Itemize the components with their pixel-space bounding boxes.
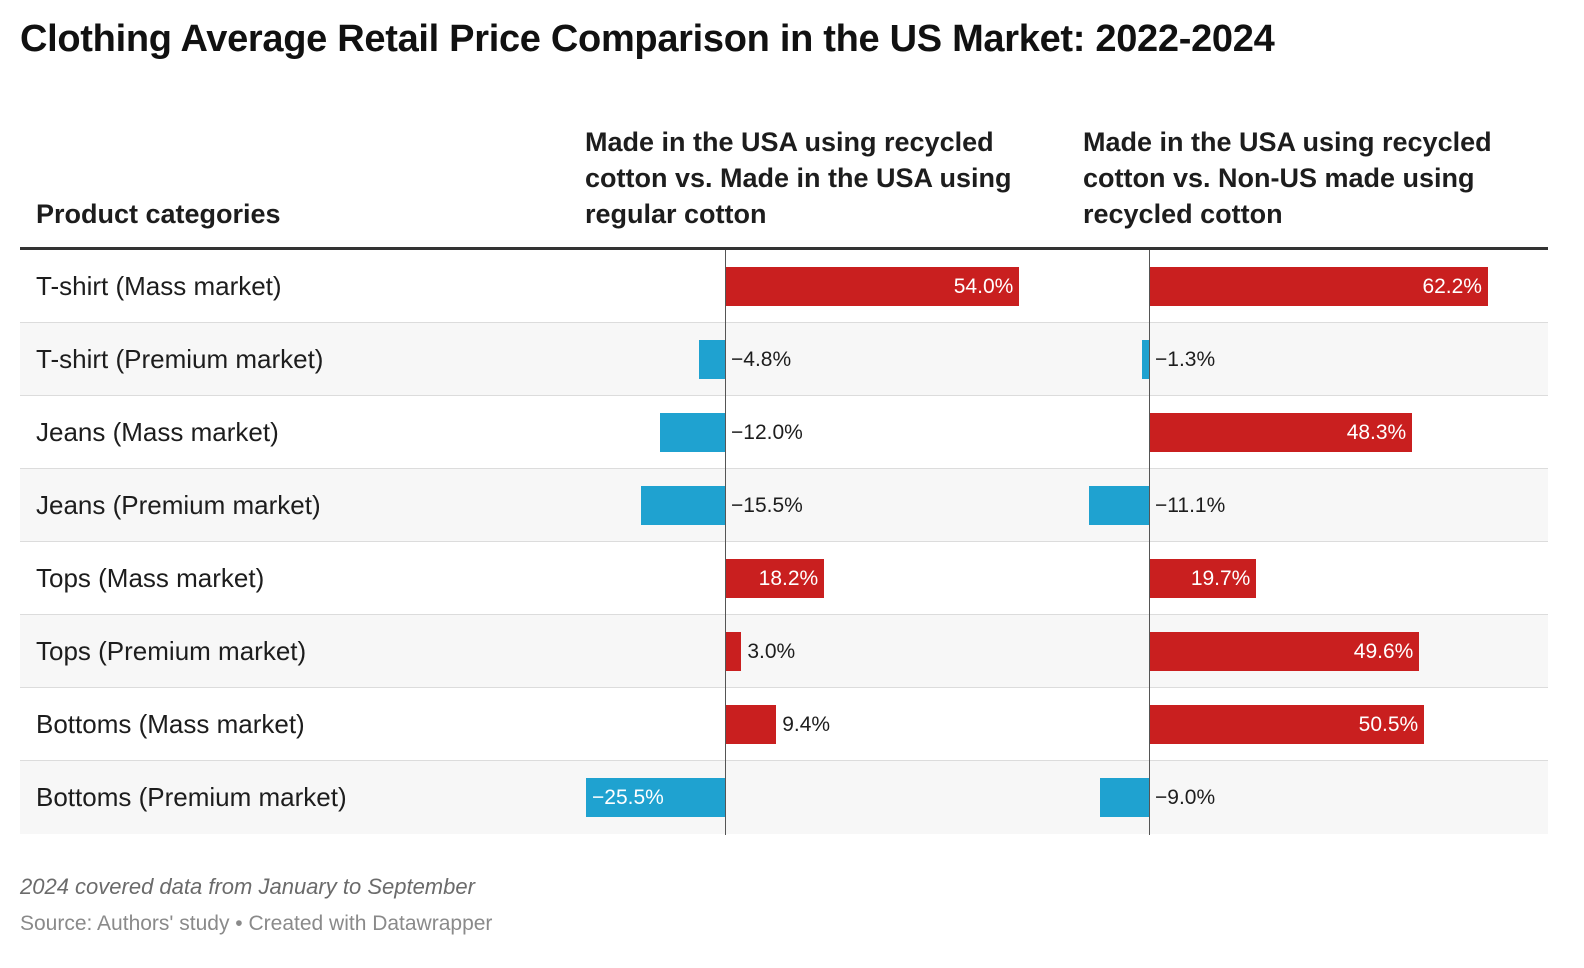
value-label-series-2: −9.0% — [1155, 786, 1216, 809]
bar-series-1 — [725, 267, 1020, 306]
value-label-series-2: 62.2% — [1422, 275, 1482, 298]
value-label-series-2: 19.7% — [1190, 567, 1251, 590]
table-row: T-shirt (Mass market) 54.0% 62.2% — [20, 250, 1548, 323]
bar-series-2 — [1149, 559, 1257, 598]
category-label: Bottoms (Premium market) — [36, 782, 347, 812]
category-label: Jeans (Premium market) — [36, 490, 321, 520]
value-label-series-2: 49.6% — [1353, 640, 1414, 663]
value-label-series-1: −15.5% — [731, 494, 803, 517]
value-label-series-2: 48.3% — [1346, 421, 1407, 444]
bar-series-2 — [1099, 778, 1149, 817]
header-series-1: Made in the USA using recycled cotton vs… — [585, 127, 1012, 229]
table-row: Tops (Mass market) 18.2% 19.7% — [20, 542, 1548, 615]
category-label: T-shirt (Premium market) — [36, 344, 324, 374]
table-row: Bottoms (Premium market) −25.5% −9.0% — [20, 761, 1548, 834]
footnote: 2024 covered data from January to Septem… — [20, 874, 475, 899]
zero-axis-series-2 — [1149, 250, 1150, 835]
bar-series-1 — [640, 486, 725, 525]
value-label-series-2: 50.5% — [1358, 713, 1419, 736]
category-label: Tops (Mass market) — [36, 563, 265, 593]
category-label: Tops (Premium market) — [36, 636, 307, 666]
category-label: Bottoms (Mass market) — [36, 709, 305, 739]
bar-series-1 — [725, 705, 777, 744]
value-label-series-2: −1.3% — [1155, 348, 1216, 371]
category-label: Jeans (Mass market) — [36, 417, 279, 447]
table-row: Jeans (Premium market) −15.5% −11.1% — [20, 469, 1548, 542]
category-label: T-shirt (Mass market) — [36, 271, 282, 301]
value-label-series-1: 18.2% — [758, 567, 819, 590]
bar-series-1 — [725, 559, 825, 598]
value-label-series-1: 54.0% — [953, 275, 1014, 298]
data-table: T-shirt (Mass market) 54.0% 62.2% T-shirt (… — [20, 250, 1548, 834]
bar-series-2 — [1149, 267, 1488, 306]
bar-series-1 — [725, 632, 742, 671]
bar-series-2 — [1088, 486, 1149, 525]
bar-series-2 — [1141, 340, 1149, 379]
bar-series-1 — [698, 340, 725, 379]
source-line: Source: Authors' study • Created with Da… — [20, 912, 493, 935]
chart-title: Clothing Average Retail Price Comparison… — [20, 18, 1275, 60]
value-label-series-1: 3.0% — [747, 640, 796, 663]
value-label-series-1: −12.0% — [731, 421, 803, 444]
bar-series-1 — [659, 413, 725, 452]
header-divider — [20, 247, 1548, 250]
zero-axis-series-1 — [725, 250, 726, 835]
bar-series-2 — [1149, 413, 1413, 452]
value-label-series-1: 9.4% — [782, 713, 831, 736]
table-row: Bottoms (Mass market) 9.4% 50.5% — [20, 688, 1548, 761]
bar-series-1 — [586, 778, 725, 817]
header-series-2: Made in the USA using recycled cotton vs… — [1083, 127, 1492, 229]
table-row: Tops (Premium market) 3.0% 49.6% — [20, 615, 1548, 688]
value-label-series-1: −25.5% — [592, 786, 664, 809]
bar-series-2 — [1149, 705, 1425, 744]
header-product-categories: Product categories — [36, 199, 281, 229]
value-label-series-2: −11.1% — [1155, 494, 1226, 517]
value-label-series-1: −4.8% — [731, 348, 792, 371]
table-row: T-shirt (Premium market) −4.8% −1.3% — [20, 323, 1548, 396]
bar-series-2 — [1149, 632, 1420, 671]
table-row: Jeans (Mass market) −12.0% 48.3% — [20, 396, 1548, 469]
